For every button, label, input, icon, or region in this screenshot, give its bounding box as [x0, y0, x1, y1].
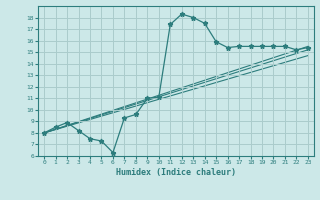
X-axis label: Humidex (Indice chaleur): Humidex (Indice chaleur): [116, 168, 236, 177]
